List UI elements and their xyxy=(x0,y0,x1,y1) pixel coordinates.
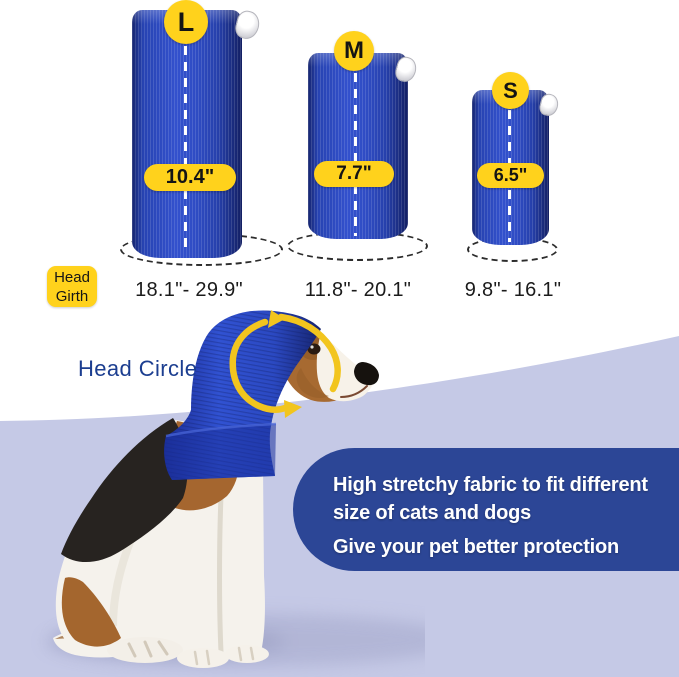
neck-width-value: 10.4" xyxy=(165,166,215,188)
length-dashed-line-l xyxy=(184,46,187,254)
dog-nose xyxy=(354,362,379,386)
snood-product-large xyxy=(132,10,242,258)
callout-line2: size of cats and dogs xyxy=(333,502,532,524)
size-badge-m: M xyxy=(334,31,374,71)
size-badge-s: S xyxy=(492,72,529,109)
head-girth-range-s: 9.8"- 16.1" xyxy=(464,279,562,301)
callout-line3: Give your pet better protection xyxy=(333,536,620,558)
dog-wearing-snood-photo xyxy=(45,310,425,668)
dog-snood-cuff xyxy=(164,424,276,480)
size-badge-l: L xyxy=(164,0,208,44)
neck-width-value: 7.7" xyxy=(336,163,372,184)
arrowhead-bottom xyxy=(284,400,302,418)
dog-rear-paw xyxy=(107,637,183,663)
size-badge-label: L xyxy=(177,6,195,37)
head-circle-label: Head Circle xyxy=(78,356,198,381)
head-girth-tag-line2: Girth xyxy=(55,287,89,305)
dog-saddle xyxy=(61,418,188,563)
head-girth-tag-line1: Head xyxy=(54,268,90,286)
head-girth-range-l: 18.1"- 29.9" xyxy=(135,279,243,301)
head-girth-tag: Head Girth xyxy=(47,266,97,307)
neck-width-pill-s: 6.5" xyxy=(477,163,544,188)
callout-line1: High stretchy fabric to fit different xyxy=(333,474,648,496)
neck-width-pill-l: 10.4" xyxy=(144,164,236,191)
size-badge-label: M xyxy=(344,37,364,64)
dog-hind-leg xyxy=(61,577,121,647)
neck-width-value: 6.5" xyxy=(493,165,528,185)
size-badge-label: S xyxy=(503,77,518,103)
head-girth-range-m: 11.8"- 20.1" xyxy=(304,279,412,301)
feature-callout-panel: High stretchy fabric to fit different si… xyxy=(293,448,679,571)
dog-front-paw xyxy=(177,648,229,668)
length-dashed-line-m xyxy=(354,73,357,236)
arrowhead-top xyxy=(268,310,285,328)
dog-front-paw xyxy=(225,645,269,663)
snood-product-medium xyxy=(308,53,408,239)
neck-width-pill-m: 7.7" xyxy=(314,161,394,187)
head-circle-arrow-icon xyxy=(229,313,341,413)
